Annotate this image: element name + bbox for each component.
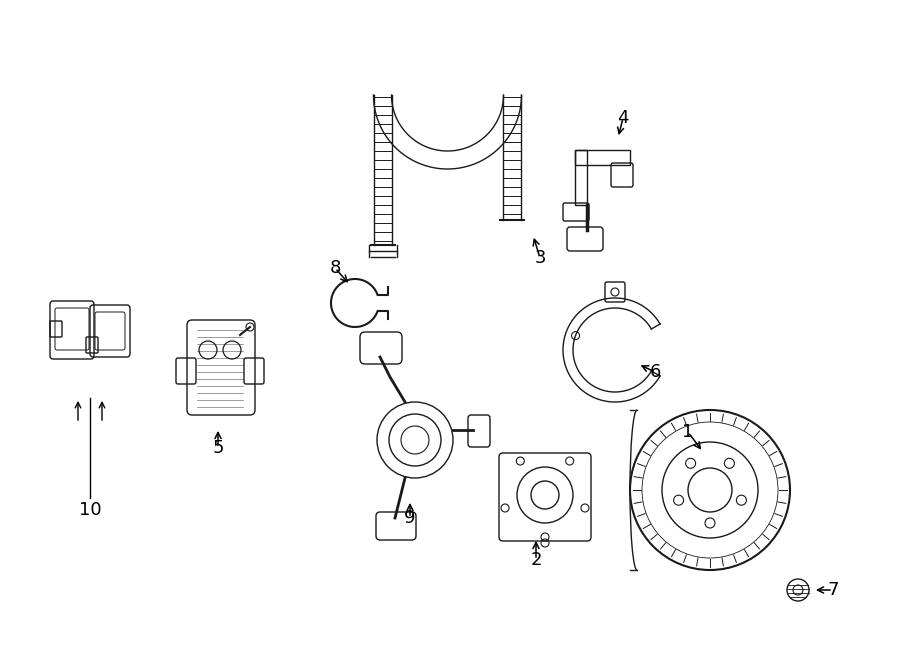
Text: 3: 3 <box>535 249 545 267</box>
Text: 1: 1 <box>682 423 694 441</box>
Text: 2: 2 <box>530 551 542 569</box>
Text: 9: 9 <box>404 509 416 527</box>
Text: 5: 5 <box>212 439 224 457</box>
Text: 10: 10 <box>78 501 102 519</box>
Text: 6: 6 <box>649 363 661 381</box>
Text: 8: 8 <box>329 259 341 277</box>
Text: 7: 7 <box>827 581 839 599</box>
Text: 4: 4 <box>617 109 629 127</box>
